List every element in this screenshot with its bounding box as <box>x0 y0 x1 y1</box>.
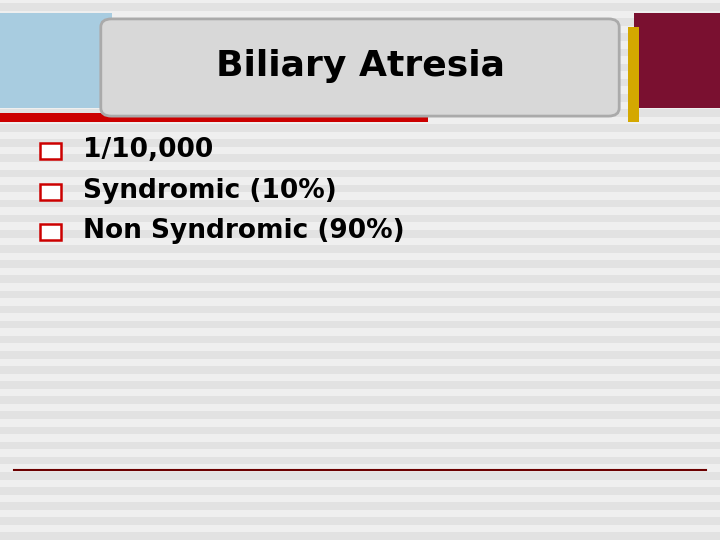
Bar <box>0 200 720 207</box>
Bar <box>0 502 720 510</box>
Bar <box>0 487 720 495</box>
Bar <box>0 411 720 419</box>
Bar <box>0 94 720 102</box>
Bar <box>0 33 720 41</box>
Text: Non Syndromic (90%): Non Syndromic (90%) <box>83 218 405 245</box>
Text: Syndromic (10%): Syndromic (10%) <box>83 178 336 204</box>
Bar <box>40 143 61 159</box>
Bar <box>0 472 720 480</box>
Bar <box>0 532 720 540</box>
Bar <box>0 381 720 389</box>
Bar <box>0 306 720 313</box>
Bar <box>0 113 428 122</box>
Bar <box>0 442 720 449</box>
Bar <box>0 124 720 132</box>
Bar <box>0 230 720 238</box>
Bar <box>0 260 720 268</box>
Bar <box>0 291 720 298</box>
Bar <box>0 64 720 71</box>
Bar <box>0 351 720 359</box>
Bar <box>0 14 112 108</box>
Bar <box>0 427 720 434</box>
Bar <box>0 49 720 56</box>
FancyBboxPatch shape <box>101 19 619 116</box>
Bar <box>628 27 639 122</box>
Bar <box>0 321 720 328</box>
Bar <box>0 245 720 253</box>
Bar <box>0 109 720 117</box>
Bar <box>0 457 720 464</box>
Bar <box>0 336 720 343</box>
Bar <box>0 79 720 86</box>
Bar <box>0 185 720 192</box>
Bar <box>0 215 720 222</box>
Text: Biliary Atresia: Biliary Atresia <box>215 50 505 83</box>
Text: 1/10,000: 1/10,000 <box>83 137 213 164</box>
Bar <box>40 224 61 240</box>
Bar <box>0 517 720 525</box>
Bar <box>634 14 720 108</box>
Bar <box>0 366 720 374</box>
Bar <box>0 170 720 177</box>
Bar <box>0 18 720 26</box>
Bar <box>0 275 720 283</box>
Bar <box>0 3 720 11</box>
Bar <box>0 396 720 404</box>
Bar <box>0 139 720 147</box>
Bar <box>40 184 61 200</box>
Bar <box>0 154 720 162</box>
